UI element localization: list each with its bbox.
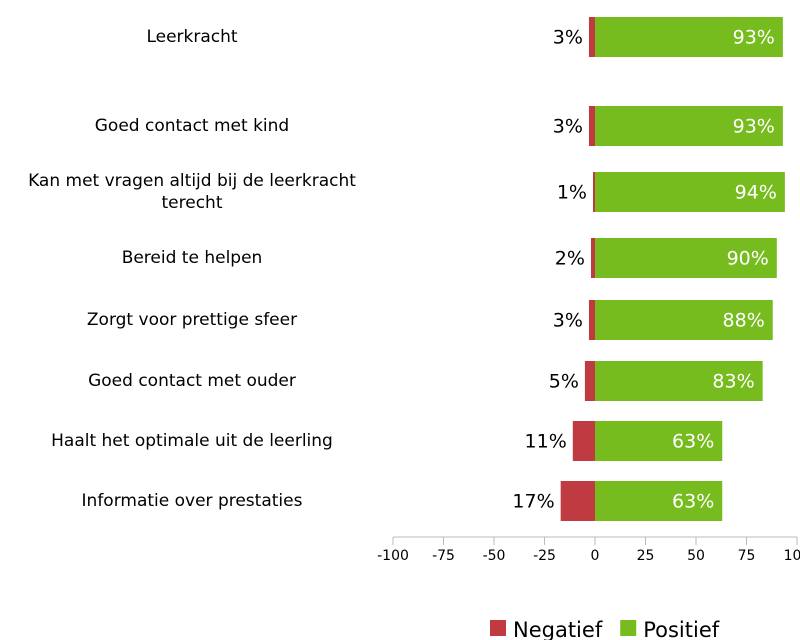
bar [595,106,783,146]
value-label: 3% [553,310,583,332]
value-label: 1% [557,182,587,204]
category-label: Leerkracht [146,27,238,47]
value-label: 3% [553,27,583,49]
category-label: Haalt het optimale uit de leerling [51,431,333,451]
value-label: 93% [733,27,775,49]
bar [595,361,763,401]
x-tick-label: 75 [738,548,756,564]
bar [588,300,595,340]
bar [572,421,595,461]
value-label: 63% [672,431,714,453]
category-label: Goed contact met ouder [88,371,296,391]
bar [590,238,595,278]
value-label: 3% [553,116,583,138]
x-tick-label: -50 [483,548,506,564]
bar [595,300,773,340]
legend-label: Positief [643,618,720,640]
value-label: 11% [525,431,567,453]
x-tick-label: 0 [591,548,600,564]
x-tick-label: 25 [637,548,655,564]
x-tick-label: -100 [377,548,409,564]
bar [592,172,595,212]
x-tick-label: -75 [432,548,455,564]
bar [595,481,723,521]
value-label: 94% [735,182,777,204]
bar [595,172,785,212]
value-label: 63% [672,491,714,513]
x-tick-label: 100 [784,548,800,564]
bar [584,361,595,401]
category-label: Goed contact met kind [94,116,290,136]
value-label: 88% [723,310,765,332]
value-label: 93% [733,116,775,138]
value-label: 90% [727,248,769,270]
category-label: Zorgt voor prettige sfeer [86,310,298,330]
category-label: Kan met vragen altijd bij de leerkracht … [28,171,356,213]
legend-swatch [490,620,506,636]
bar [588,106,595,146]
value-label: 83% [712,371,754,393]
x-tick-label: 50 [687,548,705,564]
category-label: Informatie over prestaties [81,491,303,511]
value-label: 2% [555,248,585,270]
bar [595,238,777,278]
bar [560,481,595,521]
bar [588,17,595,57]
category-label: Bereid te helpen [121,248,263,268]
legend-swatch [620,620,637,636]
bar [595,17,783,57]
legend-label: Negatief [513,618,603,640]
value-label: 17% [512,491,554,513]
x-tick-label: -25 [533,548,556,564]
bar [595,421,723,461]
value-label: 5% [549,371,579,393]
